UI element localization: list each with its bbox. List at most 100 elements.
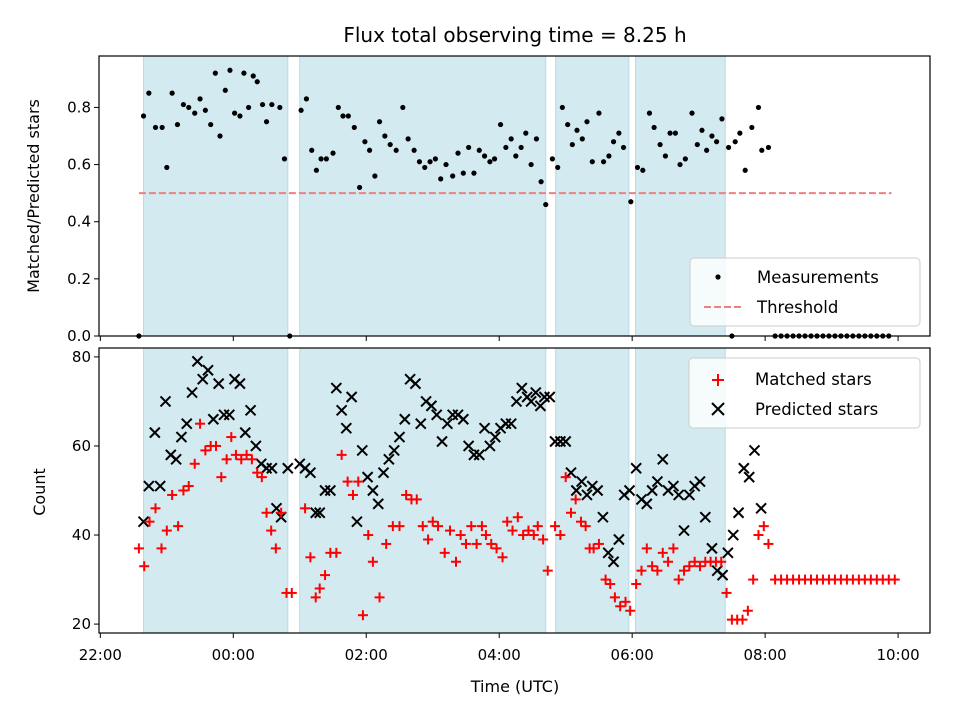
predicted-point-51 — [415, 417, 427, 430]
matched-point-41 — [357, 610, 368, 621]
measurement-point-88 — [606, 153, 612, 159]
matched-point-29 — [286, 587, 297, 598]
predicted-point-41 — [361, 471, 374, 483]
predicted-point-62 — [473, 449, 485, 461]
predicted-point-20 — [244, 404, 257, 417]
legend-bottom: Matched stars Predicted stars — [688, 357, 921, 429]
matched-point-11 — [195, 418, 206, 429]
y-tick-label-0-4: 0.8 — [67, 98, 91, 116]
matched-point-48 — [401, 489, 412, 500]
measurement-point-25 — [263, 119, 270, 125]
measurement-point-42 — [362, 139, 368, 145]
measurement-point-19 — [237, 113, 243, 119]
plot-frame-top — [98, 55, 931, 337]
predicted-point-46 — [388, 444, 400, 457]
matched-point-30 — [300, 503, 311, 514]
x-axis-top-ticks — [99, 336, 899, 341]
measurement-point-52 — [416, 159, 423, 165]
y-tick-label-1-3: 80 — [72, 348, 91, 366]
predicted-point-24 — [266, 462, 278, 474]
measurement-point-55 — [432, 156, 438, 162]
measurement-point-72 — [523, 130, 529, 136]
matched-point-109 — [721, 587, 732, 598]
matched-point-58 — [455, 530, 466, 541]
matched-point-103 — [689, 556, 700, 567]
x-tick-label-3: 04:00 — [478, 646, 521, 664]
measurement-point-53 — [422, 164, 428, 171]
measurement-point-38 — [340, 113, 346, 119]
matched-point-4 — [156, 543, 167, 554]
predicted-point-92 — [630, 462, 642, 474]
measurement-point-18 — [232, 110, 238, 116]
matched-point-91 — [625, 605, 636, 616]
matched-point-18 — [230, 449, 241, 460]
measurement-point-89 — [610, 139, 617, 145]
measurement-point-43 — [366, 147, 373, 153]
measurement-point-111 — [732, 139, 738, 145]
x-tick-label-4: 06:00 — [611, 646, 654, 664]
matched-point-55 — [439, 547, 450, 558]
matched-point-70 — [518, 530, 529, 541]
measurement-point-21 — [245, 104, 252, 111]
predicted-point-91 — [623, 484, 636, 497]
measurement-point-112 — [737, 130, 743, 136]
predicted-point-113 — [743, 471, 755, 483]
predicted-point-69 — [510, 395, 523, 408]
matched-point-79 — [566, 507, 577, 518]
matched-point-113 — [742, 605, 753, 616]
predicted-point-81 — [570, 484, 583, 497]
measurement-point-113 — [742, 167, 748, 173]
predicted-point-3 — [154, 480, 166, 492]
predicted-point-105 — [699, 511, 712, 523]
matched-point-33 — [314, 583, 325, 594]
measurement-point-93 — [634, 164, 641, 171]
matched-point-23 — [256, 472, 267, 483]
measurement-point-108 — [713, 139, 720, 145]
predicted-point-35 — [330, 382, 343, 394]
matched-point-78 — [560, 472, 571, 483]
matched-point-85 — [593, 538, 604, 549]
legend-marker-matched — [712, 374, 724, 386]
matched-point-45 — [381, 538, 392, 549]
matched-point-104 — [694, 561, 705, 572]
predicted-point-83 — [581, 489, 593, 501]
matched-point-51 — [417, 521, 428, 532]
matched-point-82 — [580, 521, 591, 532]
predicted-point-30 — [304, 466, 317, 479]
chart-title: Flux total observing time = 8.25 h — [343, 23, 686, 47]
measurement-point-7 — [174, 121, 181, 128]
matched-point-101 — [679, 565, 690, 576]
predicted-point-37 — [340, 422, 353, 434]
measurement-point-58 — [450, 173, 456, 179]
predicted-point-86 — [597, 511, 609, 523]
legend-frame-bottom — [688, 357, 921, 429]
predicted-point-19 — [239, 426, 251, 439]
measurement-point-44 — [372, 173, 378, 179]
matched-point-66 — [497, 552, 508, 563]
measurement-point-81 — [569, 141, 575, 148]
matched-point-14 — [211, 440, 222, 451]
measurement-point-116 — [759, 147, 765, 153]
measurement-point-36 — [330, 150, 336, 156]
matched-point-84 — [588, 543, 599, 554]
measurement-point-30 — [298, 107, 304, 113]
measurement-point-2 — [146, 90, 152, 96]
predicted-point-99 — [667, 480, 680, 492]
measurement-point-117 — [765, 144, 772, 151]
measurement-point-16 — [222, 87, 228, 93]
measurement-point-73 — [528, 161, 534, 168]
matched-point-87 — [605, 579, 616, 590]
matched-point-102 — [684, 561, 695, 572]
predicted-point-111 — [732, 507, 745, 519]
observing-window-2 — [555, 55, 630, 337]
measurement-point-9 — [186, 104, 192, 111]
measurement-point-34 — [318, 156, 324, 162]
x-tick-label-6: 10:00 — [876, 646, 919, 664]
measurement-point-74 — [533, 136, 540, 142]
measurement-point-46 — [382, 133, 388, 139]
x-axis: 22:00 00:00 02:00 04:00 06:00 08:00 10:00 — [79, 633, 920, 664]
matched-point-64 — [486, 538, 497, 549]
matched-point-88 — [609, 592, 620, 603]
measurement-point-110 — [725, 144, 732, 151]
